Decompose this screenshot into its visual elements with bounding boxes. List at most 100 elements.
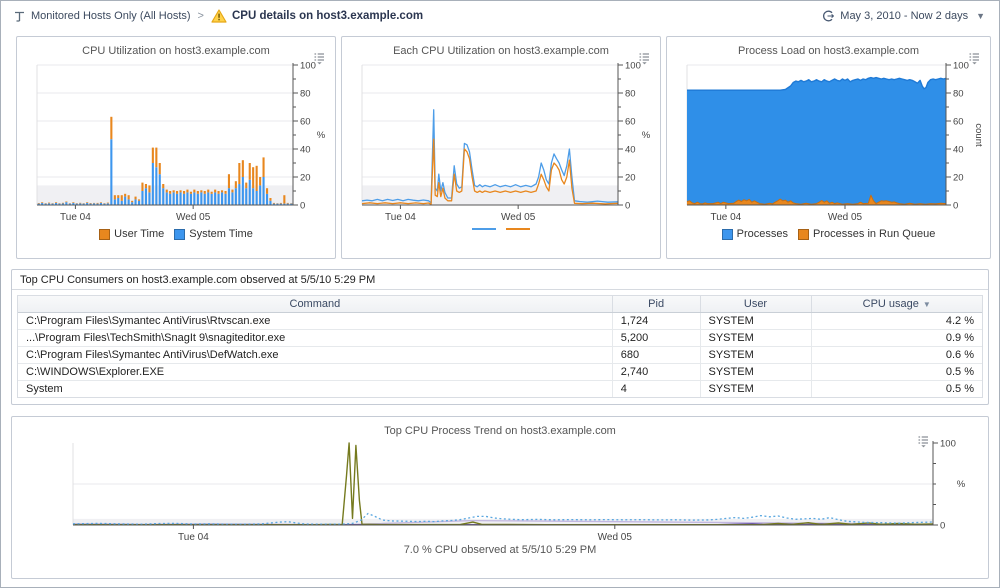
svg-text:Wed 05: Wed 05 [598, 532, 633, 543]
charts-row: CPU Utilization on host3.example.com 0 20… [16, 36, 991, 259]
svg-text:100: 100 [940, 439, 956, 450]
chart-options-icon[interactable] [313, 52, 326, 68]
svg-text:0: 0 [953, 201, 958, 212]
legend-swatch [174, 228, 186, 240]
svg-text:20: 20 [300, 173, 311, 184]
chart-caption: 7.0 % CPU observed at 5/5/10 5:29 PM [403, 544, 597, 556]
svg-text:0: 0 [940, 521, 945, 532]
svg-text:100: 100 [300, 61, 316, 72]
top-cpu-consumers-table-wrap: Command Pid User CPU usage ▼ C:\Program File… [17, 295, 983, 398]
topology-icon [15, 11, 24, 22]
page-title: CPU details on host3.example.com [231, 10, 424, 22]
table-cell: 0.6 % [810, 346, 982, 364]
table-cell: System [26, 383, 63, 395]
svg-text:60: 60 [300, 117, 311, 128]
chevron-down-icon: ▼ [976, 11, 985, 21]
breadcrumb-separator: > [197, 10, 204, 22]
table-cell: 0.9 % [810, 329, 982, 347]
column-header-pid[interactable]: Pid [611, 296, 700, 313]
svg-text:20: 20 [953, 173, 964, 184]
table-cell: SYSTEM [699, 380, 811, 397]
svg-text:Wed 05: Wed 05 [828, 212, 863, 223]
svg-text:100: 100 [953, 61, 969, 72]
breadcrumb: Monitored Hosts Only (All Hosts) > CPU d… [13, 9, 423, 23]
breadcrumb-parent-link[interactable]: Monitored Hosts Only (All Hosts) [31, 10, 191, 22]
svg-text:60: 60 [625, 117, 636, 128]
svg-text:Tue 04: Tue 04 [710, 212, 741, 223]
svg-text:100: 100 [625, 61, 641, 72]
svg-text:60: 60 [953, 117, 964, 128]
column-header-command[interactable]: Command [18, 296, 613, 313]
column-header-cpu-usage[interactable]: CPU usage ▼ [810, 296, 982, 313]
table-cell: ...\Program Files\TechSmith\SnagIt 9\sna… [18, 329, 613, 347]
process-load-chart[interactable]: 0 20 40 60 80 100 count Tue 04 Wed 05 [667, 57, 984, 223]
svg-text:%: % [957, 479, 966, 490]
process-load-panel: Process Load on host3.example.com 0 20 40 6… [666, 36, 991, 259]
table-cell: 0.5 % [810, 363, 982, 381]
time-range-label: May 3, 2010 - Now 2 days [840, 10, 969, 22]
table-title: Top CPU Consumers on host3.example.com o… [12, 270, 988, 290]
svg-text:40: 40 [625, 145, 636, 156]
legend-item [472, 228, 496, 230]
legend-item: Processes in Run Queue [798, 228, 935, 240]
svg-text:Tue 04: Tue 04 [60, 212, 91, 223]
table-cell: 0.5 % [810, 380, 982, 397]
table-cell: 1,724 [611, 312, 700, 330]
table-cell: C:\Program Files\Symantec AntiVirus\Rtvs… [18, 312, 613, 330]
chart-title: CPU Utilization on host3.example.com [82, 45, 270, 57]
time-range-selector[interactable]: May 3, 2010 - Now 2 days ▼ [821, 9, 985, 23]
svg-text:40: 40 [953, 145, 964, 156]
table-row[interactable]: System 4 SYSTEM 0.5 % [18, 380, 982, 397]
table-cell: C:\WINDOWS\Explorer.EXE [18, 363, 613, 381]
top-cpu-consumers-panel: Top CPU Consumers on host3.example.com o… [11, 269, 989, 405]
chart-options-icon[interactable] [968, 52, 981, 68]
time-range-icon [823, 10, 835, 22]
sort-desc-icon: ▼ [922, 300, 931, 309]
legend-swatch [798, 228, 810, 240]
column-header-user[interactable]: User [699, 296, 811, 313]
each-cpu-utilization-chart[interactable]: 0 20 40 60 80 100% Tue 04 Wed 05 [342, 57, 654, 223]
top-cpu-consumers-table: Command Pid User CPU usage ▼ C:\Program File… [18, 296, 982, 397]
table-row[interactable]: ...\Program Files\TechSmith\SnagIt 9\sna… [18, 329, 982, 347]
table-cell: C:\Program Files\Symantec AntiVirus\DefW… [18, 346, 613, 364]
chart-options-icon[interactable] [638, 52, 651, 68]
cpu-utilization-chart[interactable]: 0 20 40 60 80 100% Tue 04 Wed 05 [17, 57, 329, 223]
svg-text:0: 0 [625, 201, 630, 212]
svg-text:%: % [642, 130, 651, 141]
table-row[interactable]: C:\WINDOWS\Explorer.EXE 2,740 SYSTEM 0.5 % [18, 363, 982, 381]
legend-swatch [721, 228, 733, 240]
svg-text:80: 80 [625, 89, 636, 100]
table-cell: 5,200 [611, 329, 700, 347]
chart-legend [342, 228, 660, 230]
chart-legend: User Time System Time [17, 228, 335, 240]
chart-legend: Processes Processes in Run Queue [667, 228, 990, 240]
table-cell: 4 [611, 380, 700, 397]
svg-text:0: 0 [300, 201, 305, 212]
svg-text:Wed 05: Wed 05 [501, 212, 536, 223]
svg-text:80: 80 [300, 89, 311, 100]
cpu-utilization-panel: CPU Utilization on host3.example.com 0 20… [16, 36, 336, 259]
svg-text:Tue 04: Tue 04 [385, 212, 416, 223]
table-row[interactable]: C:\Program Files\Symantec AntiVirus\Rtvs… [18, 312, 982, 330]
legend-item: Processes [721, 228, 789, 240]
legend-item: System Time [174, 228, 253, 240]
svg-text:Tue 04: Tue 04 [178, 532, 209, 543]
svg-text:Wed 05: Wed 05 [176, 212, 211, 223]
table-row[interactable]: C:\Program Files\Symantec AntiVirus\DefW… [18, 346, 982, 364]
table-cell: SYSTEM [699, 312, 811, 330]
chart-options-icon[interactable] [917, 435, 930, 451]
warning-icon [211, 9, 227, 23]
chart-title: Top CPU Process Trend on host3.example.c… [384, 425, 616, 437]
table-cell: SYSTEM [699, 329, 811, 347]
legend-label: User Time [114, 228, 165, 240]
legend-swatch [506, 228, 530, 230]
table-cell: 2,740 [611, 363, 700, 381]
svg-text:20: 20 [625, 173, 636, 184]
top-cpu-trend-chart[interactable]: 0 100% Tue 04 Wed 05 [25, 437, 975, 543]
legend-item [506, 228, 530, 230]
svg-text:%: % [317, 130, 326, 141]
legend-label: Processes [736, 228, 789, 240]
legend-swatch [472, 228, 496, 230]
svg-text:80: 80 [953, 89, 964, 100]
